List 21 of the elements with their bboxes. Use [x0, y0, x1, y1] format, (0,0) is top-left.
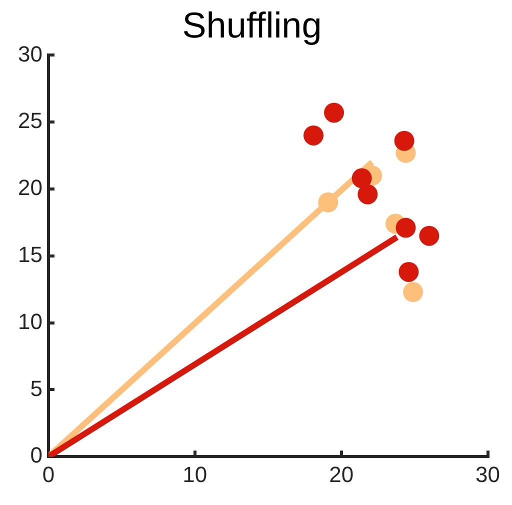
point [398, 262, 419, 282]
point [318, 192, 338, 212]
x-tick-label: 30 [476, 462, 500, 487]
x-tick-label: 10 [182, 462, 208, 487]
y-tick-label: 15 [18, 242, 42, 267]
point [394, 130, 414, 151]
point [396, 218, 416, 238]
x-tick-label: 20 [329, 462, 354, 487]
y-tick-label: 20 [18, 175, 42, 200]
point [358, 184, 378, 204]
point [324, 102, 344, 123]
y-tick-label: 5 [30, 376, 42, 401]
point [352, 168, 372, 188]
point [403, 282, 424, 302]
chart-title: Shuffling [182, 4, 322, 46]
y-tick-label: 25 [18, 108, 42, 134]
point [304, 125, 324, 146]
y-tick-label: 0 [30, 442, 42, 468]
y-tick-label: 10 [18, 308, 42, 334]
y-tick-label: 30 [18, 41, 42, 66]
point [419, 226, 440, 246]
